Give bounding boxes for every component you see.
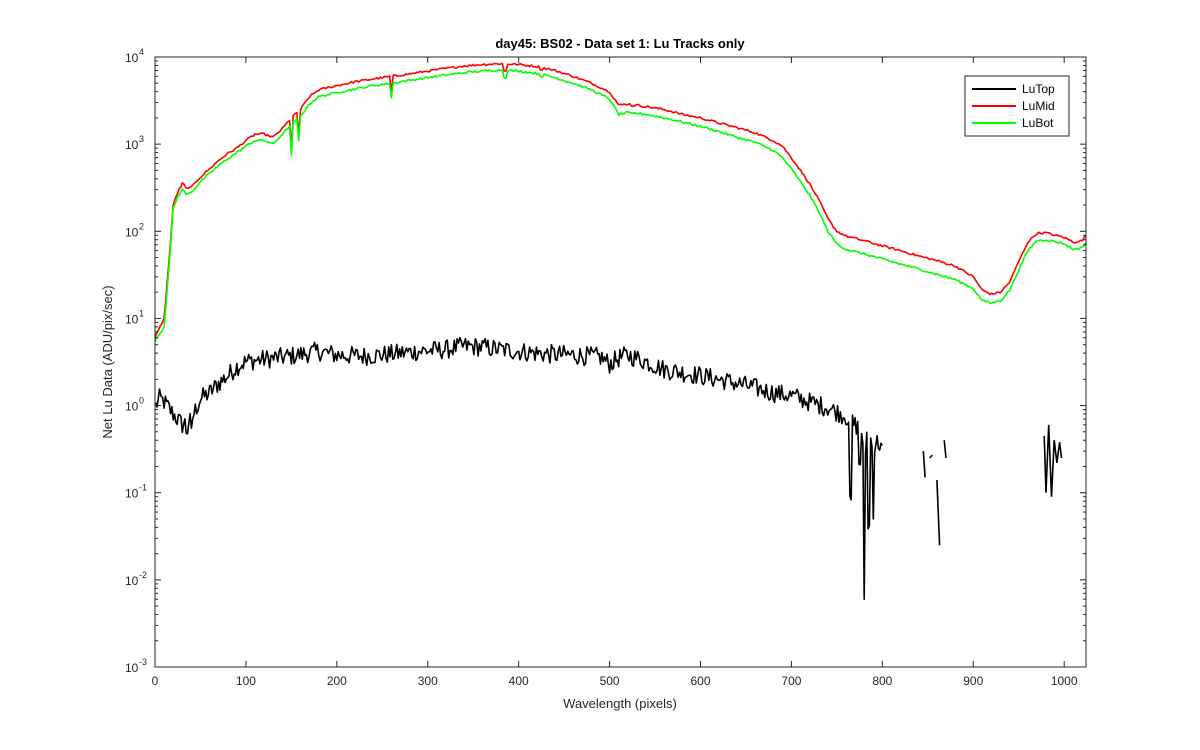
- x-tick-label: 900: [963, 674, 983, 688]
- legend: LuTop LuMid LuBot: [964, 75, 1070, 137]
- series-lutop-fragment: [1043, 424, 1063, 497]
- x-tick-label: 1000: [1051, 674, 1078, 688]
- y-tick-exponent: 0: [139, 396, 144, 406]
- y-tick-label: 10 1: [125, 308, 144, 326]
- y-tick-label: 10 2: [125, 221, 144, 239]
- y-tick-base: 10: [125, 661, 139, 675]
- y-tick-exponent: -1: [139, 483, 147, 493]
- y-tick-base: 10: [125, 312, 139, 326]
- y-tick-base: 10: [125, 400, 139, 414]
- y-tick-base: 10: [125, 51, 139, 65]
- chart-title: day45: BS02 - Data set 1: Lu Tracks only: [495, 36, 745, 51]
- x-tick-label: 800: [872, 674, 892, 688]
- series-lutop-fragment: [922, 451, 926, 478]
- y-tick-exponent: 1: [139, 308, 144, 318]
- plot-background: [155, 57, 1086, 667]
- y-tick-label: 10 4: [125, 47, 144, 65]
- y-tick-base: 10: [125, 574, 139, 588]
- series-lutop-fragment: [929, 454, 933, 459]
- legend-label-lubot: LuBot: [1022, 116, 1054, 130]
- y-tick-exponent: -3: [139, 657, 147, 667]
- y-tick-base: 10: [125, 225, 139, 239]
- series-layer: [154, 62, 1087, 600]
- x-tick-label: 0: [152, 674, 159, 688]
- y-tick-exponent: 2: [139, 221, 144, 231]
- series-lutop-line: [155, 336, 883, 600]
- x-tick-label: 600: [690, 674, 710, 688]
- plot-area: 0 100 200 300 400 500 600 700 800 900 100010-310-2…: [125, 47, 1087, 688]
- x-tick-label: 700: [781, 674, 801, 688]
- y-tick-exponent: -2: [139, 570, 147, 580]
- y-tick-exponent: 4: [139, 47, 144, 57]
- x-tick-label: 100: [236, 674, 256, 688]
- y-tick-label: 10 -2: [125, 570, 147, 588]
- y-tick-label: 10 3: [125, 134, 144, 152]
- y-tick-label: 10 -1: [125, 483, 147, 501]
- x-tick-label: 300: [418, 674, 438, 688]
- x-tick-label: 500: [600, 674, 620, 688]
- legend-label-lumid: LuMid: [1022, 99, 1055, 113]
- y-axis-label: Net Lu Data (ADU/pix/sec): [100, 285, 115, 438]
- y-tick-base: 10: [125, 487, 139, 501]
- series-lutop-fragment: [943, 440, 947, 459]
- series-lutop-fragment: [936, 479, 941, 546]
- x-axis-label: Wavelength (pixels): [563, 696, 677, 711]
- y-tick-label: 10 0: [125, 396, 144, 414]
- legend-label-lutop: LuTop: [1022, 82, 1055, 96]
- y-tick-label: 10 -3: [125, 657, 147, 675]
- tick-layer: 0 100 200 300 400 500 600 700 800 900 100010-310-2…: [125, 47, 1086, 688]
- axes-box: [154, 56, 1087, 668]
- x-tick-label: 400: [509, 674, 529, 688]
- series-lubot-line: [154, 68, 1087, 343]
- series-lumid-line: [154, 62, 1087, 338]
- y-tick-exponent: 3: [139, 134, 144, 144]
- x-tick-label: 200: [327, 674, 347, 688]
- y-tick-base: 10: [125, 138, 139, 152]
